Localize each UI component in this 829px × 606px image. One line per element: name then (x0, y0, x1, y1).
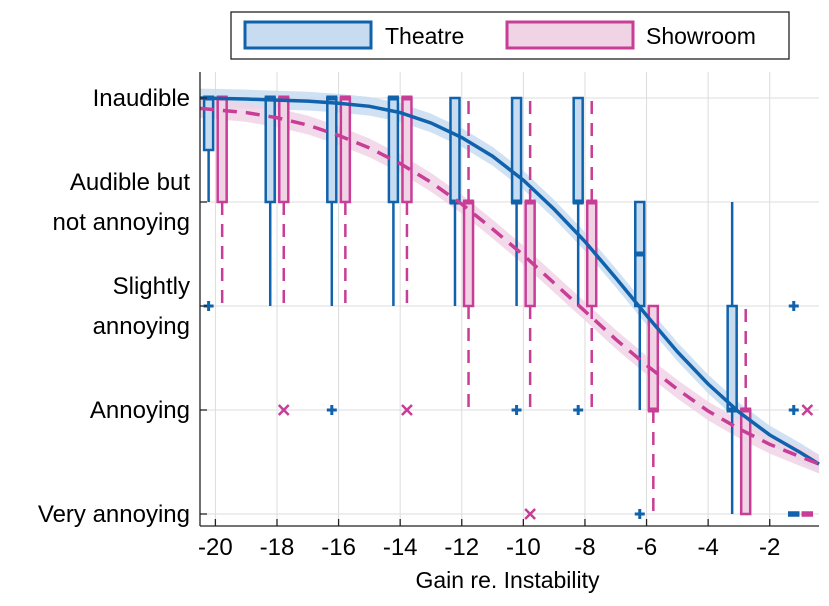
box-showroom (524, 200, 536, 308)
y-tick-label: Annoying (90, 397, 190, 424)
outlier-showroom (524, 508, 537, 520)
box-showroom (462, 200, 475, 308)
y-tick-label: Audible but (70, 169, 190, 196)
axes: -20 -18 -16 -14 -12 -10 -8 -6 -4 -2 Inaudible Audib… (38, 72, 819, 593)
box-showroom (339, 96, 352, 204)
box-theatre (449, 96, 461, 204)
box-theatre (572, 96, 584, 204)
x-tick-label: -12 (444, 534, 479, 561)
box-theatre (202, 96, 215, 152)
outlier-x-b (524, 508, 537, 520)
boxplots (202, 95, 814, 520)
outlier-x-b (401, 404, 413, 416)
legend: Theatre Showroom (230, 11, 790, 60)
x-tick-label: -20 (198, 534, 233, 561)
x-tick-label: -8 (574, 534, 595, 561)
fit-curve-showroom (199, 106, 820, 466)
outlier-theatre (511, 405, 522, 415)
outlier-theatre (573, 405, 584, 415)
y-tick-label: Very annoying (38, 501, 190, 528)
grid (200, 72, 819, 526)
legend-label-theatre: Theatre (385, 23, 464, 49)
y-tick-label: not annoying (53, 209, 190, 236)
box-theatre (726, 304, 738, 412)
box-theatre (264, 96, 276, 204)
box-showroom (739, 408, 752, 516)
box-showroom (278, 96, 290, 204)
x-tick-label: -2 (759, 534, 780, 561)
outlier-theatre (326, 405, 337, 415)
x-tick-label: -18 (260, 534, 295, 561)
y-tick-label: Slightly (113, 273, 190, 300)
outlier-x-b (801, 404, 814, 416)
outlier-theatre (788, 405, 799, 415)
box-theatre (510, 96, 523, 204)
outlier-theatre (788, 301, 799, 311)
outlier-showroom (801, 404, 814, 416)
legend-swatch-theatre (243, 20, 373, 50)
fit-band-theatre (200, 88, 819, 474)
x-tick-label: -14 (383, 534, 418, 561)
outlier-theatre (634, 509, 645, 519)
legend-label-showroom: Showroom (646, 23, 756, 49)
y-tick-label: Inaudible (93, 85, 190, 112)
y-tick-label: annoying (93, 313, 190, 340)
x-tick-label: -16 (321, 534, 356, 561)
x-tick-label: -10 (506, 534, 541, 561)
fit-curve-theatre (199, 96, 820, 466)
x-tick-label: -4 (697, 534, 718, 561)
x-tick-label: -6 (636, 534, 657, 561)
box-showroom (216, 96, 228, 204)
outlier-showroom (401, 404, 413, 416)
legend-swatch-showroom (505, 20, 635, 50)
fit-bands (200, 88, 819, 474)
outlier-showroom (277, 404, 290, 416)
box-theatre (326, 96, 338, 204)
fit-band-showroom (200, 99, 819, 474)
x-axis-title: Gain re. Instability (415, 567, 600, 593)
outlier-x-b (277, 404, 290, 416)
fit-curves (199, 96, 820, 466)
